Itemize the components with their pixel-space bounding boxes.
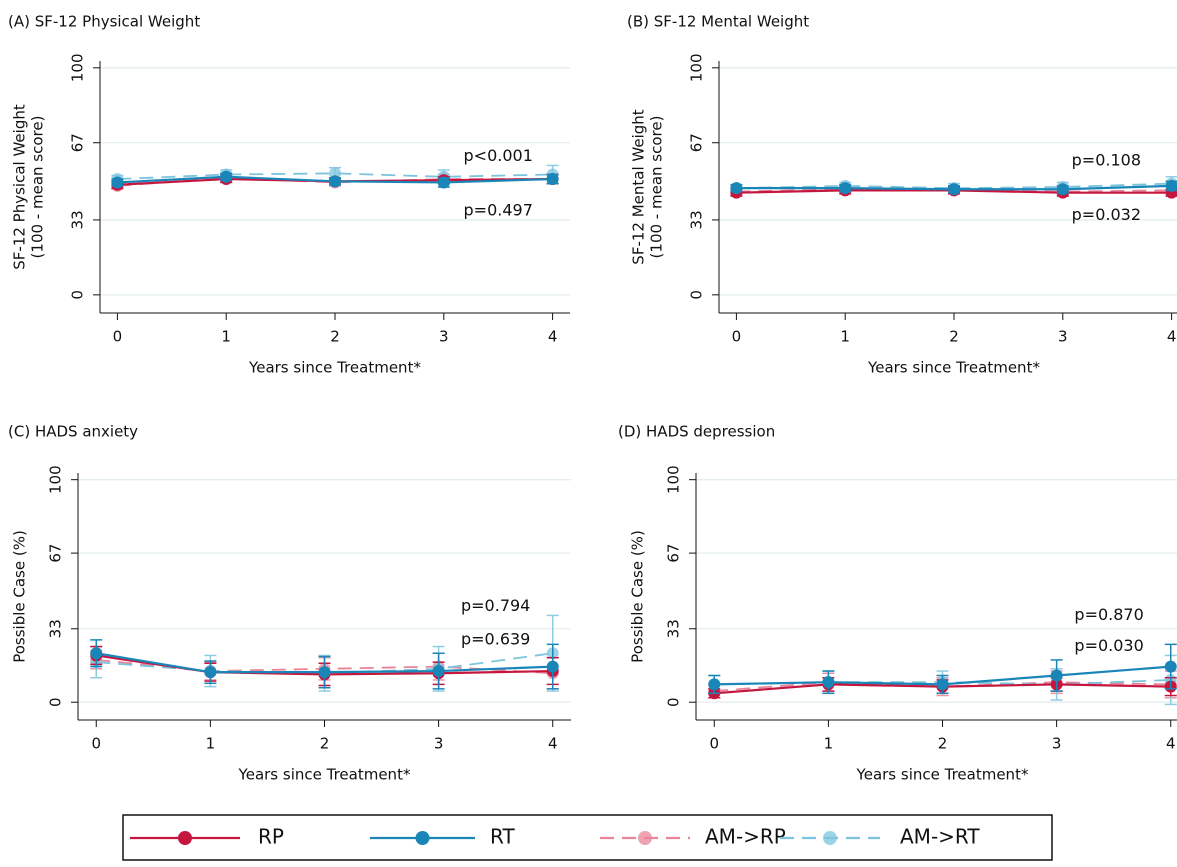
x-tick-label: 0 [732, 328, 742, 346]
point [822, 676, 835, 689]
y-tick-label: 67 [47, 544, 65, 563]
legend-marker [178, 831, 192, 845]
point [329, 175, 341, 188]
series-line [736, 182, 1172, 190]
x-tick-label: 3 [434, 735, 444, 753]
annotation: p=0.870 [1074, 605, 1143, 624]
annotation: p=0.030 [1074, 636, 1143, 655]
y-axis-label: Possible Case (%) [629, 530, 647, 663]
point [839, 182, 852, 195]
point [948, 183, 960, 196]
x-tick-label: 4 [1166, 735, 1176, 753]
y-axis-label: SF-12 Mental Weight [630, 109, 648, 264]
legend-marker [638, 831, 652, 845]
x-tick-label: 3 [1052, 735, 1062, 753]
series-line [736, 188, 1172, 193]
x-tick-label: 2 [949, 328, 959, 346]
y-tick-label: 100 [665, 465, 683, 494]
y-tick-label: 100 [69, 53, 87, 82]
legend-marker [415, 831, 430, 845]
y-tick-label: 67 [69, 133, 87, 152]
point [546, 660, 559, 673]
series-line [117, 172, 553, 180]
x-tick-label: 1 [824, 735, 834, 753]
y-axis-label: (100 - mean score) [648, 116, 666, 259]
annotation: p<0.001 [464, 146, 533, 165]
point [936, 678, 949, 691]
y-axis-label: (100 - mean score) [29, 116, 47, 259]
point [432, 665, 445, 678]
y-tick-label: 33 [688, 210, 706, 229]
point [1165, 179, 1177, 192]
point [437, 176, 450, 189]
point [220, 170, 233, 183]
legend-label: AM->RP [705, 825, 786, 849]
x-tick-label: 2 [938, 735, 948, 753]
x-tick-label: 4 [1167, 328, 1177, 346]
series [708, 643, 1177, 695]
x-tick-label: 0 [709, 735, 719, 753]
annotation: p=0.032 [1072, 205, 1141, 224]
point [1050, 669, 1063, 682]
y-tick-label: 33 [47, 619, 65, 638]
x-tick-label: 0 [113, 328, 123, 346]
x-tick-label: 1 [840, 328, 850, 346]
y-tick-label: 33 [665, 619, 683, 638]
annotation: p=0.794 [461, 596, 530, 615]
point [204, 666, 217, 679]
x-tick-label: 4 [548, 735, 558, 753]
y-tick-label: 0 [69, 290, 87, 300]
annotation: p=0.497 [464, 200, 533, 219]
panel-title: (A) SF-12 Physical Weight [8, 13, 200, 31]
point [546, 173, 559, 186]
point [1056, 183, 1069, 196]
y-tick-label: 100 [47, 465, 65, 494]
y-tick-label: 0 [688, 290, 706, 300]
point [90, 647, 103, 660]
point [318, 666, 331, 679]
panel-title: (C) HADS anxiety [8, 423, 138, 441]
legend-label: RT [490, 825, 515, 849]
y-tick-label: 33 [69, 210, 87, 229]
x-tick-label: 2 [320, 735, 330, 753]
x-tick-label: 1 [206, 735, 216, 753]
legend-label: RP [258, 825, 284, 849]
y-tick-label: 0 [665, 697, 683, 707]
panel-title: (B) SF-12 Mental Weight [627, 13, 809, 31]
y-tick-label: 0 [47, 697, 65, 707]
y-tick-label: 100 [688, 53, 706, 82]
y-tick-label: 67 [688, 133, 706, 152]
x-tick-label: 3 [439, 328, 449, 346]
x-tick-label: 2 [330, 328, 340, 346]
point [111, 176, 124, 189]
x-tick-label: 0 [91, 735, 101, 753]
point [1164, 660, 1177, 673]
series [90, 639, 559, 690]
x-axis-label: Years since Treatment* [856, 766, 1029, 784]
legend-box [122, 814, 1053, 861]
point [730, 182, 743, 195]
panel-title: (D) HADS depression [618, 423, 775, 441]
y-tick-label: 67 [665, 544, 683, 563]
series [111, 170, 559, 189]
point [708, 678, 721, 691]
x-tick-label: 4 [548, 328, 558, 346]
series [730, 179, 1177, 196]
legend-label: AM->RT [900, 825, 980, 849]
x-tick-label: 3 [1058, 328, 1068, 346]
legend-marker [823, 831, 837, 845]
y-axis-label: Possible Case (%) [11, 530, 29, 663]
x-axis-label: Years since Treatment* [238, 766, 411, 784]
y-axis-label: SF-12 Physical Weight [11, 104, 29, 270]
annotation: p=0.108 [1072, 150, 1141, 169]
x-axis-label: Years since Treatment* [248, 359, 421, 377]
x-tick-label: 1 [221, 328, 231, 346]
x-axis-label: Years since Treatment* [867, 359, 1040, 377]
annotation: p=0.639 [461, 629, 530, 648]
